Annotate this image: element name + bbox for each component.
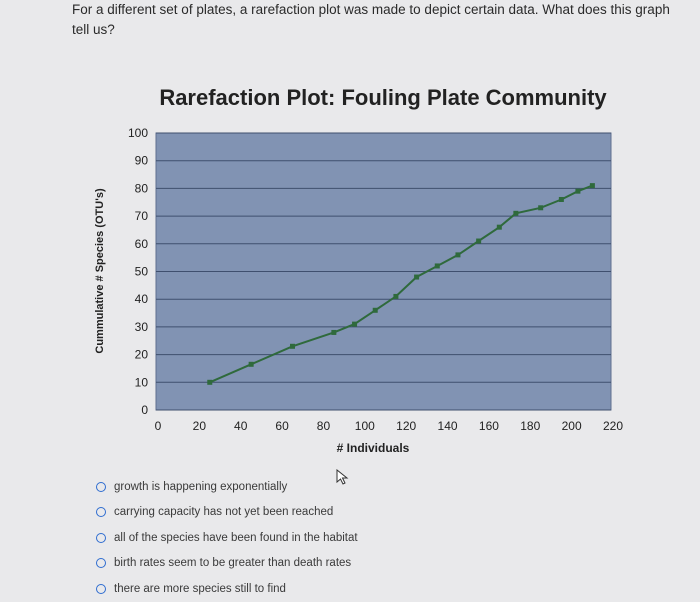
x-tick-label: 40 (234, 419, 248, 433)
radio-button[interactable] (96, 583, 106, 594)
x-tick-label: 180 (520, 419, 540, 433)
chart-title: Rarefaction Plot: Fouling Plate Communit… (159, 85, 607, 110)
y-tick-label: 100 (128, 126, 148, 140)
data-point (455, 252, 461, 258)
y-tick-label: 50 (135, 265, 149, 279)
x-tick-label: 140 (438, 419, 458, 433)
data-point (575, 188, 581, 194)
x-tick-label: 60 (275, 419, 289, 433)
data-point (538, 205, 544, 211)
rarefaction-chart: Rarefaction Plot: Fouling Plate Communit… (90, 78, 650, 458)
x-tick-label: 20 (193, 419, 207, 433)
data-point (434, 263, 440, 269)
radio-button[interactable] (96, 507, 106, 518)
answer-options: growth is happening exponentially carryi… (96, 474, 516, 602)
x-axis-label: # Individuals (337, 441, 410, 455)
option-label: all of the species have been found in th… (114, 531, 358, 544)
option-carrying-capacity[interactable]: carrying capacity has not yet been reach… (96, 500, 516, 526)
y-tick-label: 0 (141, 403, 148, 417)
y-tick-label: 90 (135, 154, 149, 168)
data-point (248, 361, 254, 367)
y-tick-label: 20 (135, 348, 149, 362)
question-text: For a different set of plates, a rarefac… (72, 2, 670, 37)
x-tick-label: 220 (603, 419, 623, 433)
y-tick-label: 30 (135, 320, 149, 334)
option-more-species[interactable]: there are more species still to find (96, 576, 516, 602)
data-points (207, 183, 595, 385)
data-point (414, 274, 420, 280)
x-tick-label: 120 (396, 419, 416, 433)
radio-button[interactable] (96, 558, 106, 569)
mouse-cursor-icon (336, 469, 349, 485)
data-point (513, 210, 519, 216)
grid-lines (156, 132, 611, 411)
x-tick-label: 200 (562, 419, 582, 433)
y-tick-label: 80 (135, 181, 149, 195)
data-point (589, 183, 595, 189)
option-label: growth is happening exponentially (114, 480, 288, 493)
x-tick-label: 0 (155, 419, 162, 433)
y-tick-label: 60 (135, 237, 149, 251)
chart-svg: Rarefaction Plot: Fouling Plate Communit… (94, 85, 624, 455)
x-axis-ticks: 0 20 40 60 80 100 120 140 160 180 200 220 (155, 419, 624, 433)
option-label: there are more species still to find (114, 582, 286, 595)
data-point (476, 238, 482, 244)
option-label: carrying capacity has not yet been reach… (114, 506, 334, 519)
data-point (290, 343, 295, 349)
data-point (207, 379, 213, 385)
x-tick-label: 100 (355, 419, 375, 433)
data-point (331, 329, 337, 335)
data-point (352, 321, 358, 327)
option-growth-exponential[interactable]: growth is happening exponentially (96, 474, 516, 500)
data-point (393, 293, 399, 299)
data-point (372, 307, 378, 313)
data-point (496, 224, 502, 230)
option-label: birth rates seem to be greater than deat… (114, 557, 352, 570)
y-tick-label: 10 (135, 375, 149, 389)
option-all-species-found[interactable]: all of the species have been found in th… (96, 525, 516, 551)
data-point (558, 196, 564, 202)
x-tick-label: 80 (317, 419, 331, 433)
y-axis-label: Cummulative # Species (OTU's) (94, 188, 106, 354)
option-birth-rates[interactable]: birth rates seem to be greater than deat… (96, 551, 516, 577)
y-tick-label: 40 (135, 292, 149, 306)
radio-button[interactable] (96, 481, 106, 492)
y-tick-label: 70 (135, 209, 149, 223)
x-tick-label: 160 (479, 419, 499, 433)
radio-button[interactable] (96, 532, 106, 543)
y-axis-ticks: 0 10 20 30 40 50 60 70 80 90 100 (128, 126, 148, 417)
